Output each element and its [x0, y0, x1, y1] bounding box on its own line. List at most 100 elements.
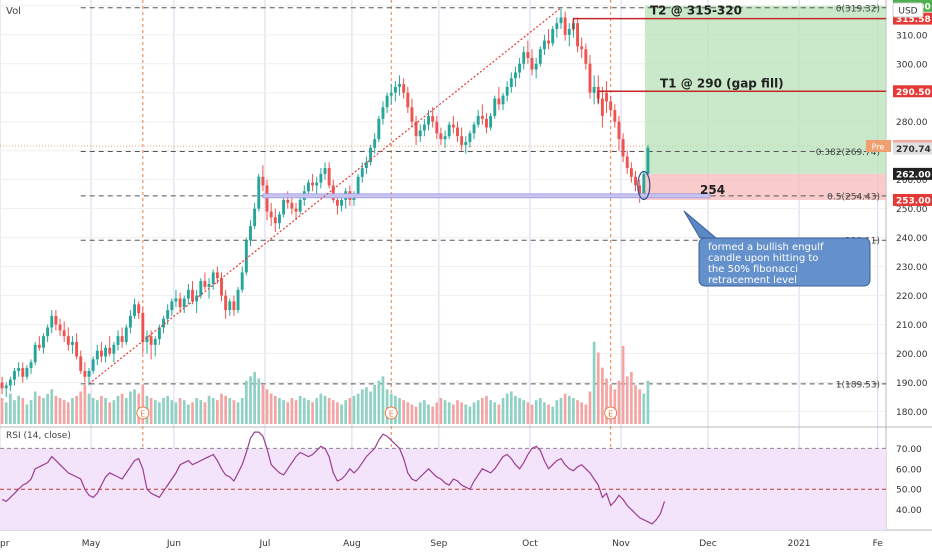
target-label: T1 @ 290 (gap fill)	[660, 76, 784, 90]
candle-body	[427, 115, 430, 125]
volume-bar	[294, 400, 298, 424]
volume-bar	[269, 393, 273, 424]
candle-body	[547, 40, 551, 44]
candle-body	[232, 301, 236, 311]
volume-bar	[236, 402, 240, 424]
volume-bar	[62, 400, 66, 424]
volume-bar	[257, 378, 261, 424]
candle-body	[514, 72, 517, 79]
price-tag[interactable]	[893, 167, 932, 180]
candle-body	[472, 124, 476, 134]
volume-bar	[439, 398, 443, 424]
volume-bar	[381, 376, 385, 424]
candle-body	[116, 336, 120, 345]
volume-bar	[621, 346, 625, 424]
annotation-callout[interactable]: formed a bullish engulf candle upon hitti…	[683, 210, 871, 287]
candle-body	[497, 98, 501, 105]
candle-body	[323, 168, 327, 174]
volume-bar	[543, 402, 546, 424]
x-axis-label: Nov	[612, 539, 630, 549]
candle-body	[642, 173, 646, 195]
volume-bar	[331, 400, 335, 424]
volume-bar	[302, 398, 306, 424]
candle-body	[364, 162, 368, 169]
price-tag[interactable]	[893, 12, 932, 25]
candle-body	[261, 176, 265, 186]
candle-body	[422, 124, 426, 131]
candle-body	[91, 359, 95, 371]
premarket-tag-label: Pre	[872, 142, 885, 151]
volume-bar	[211, 398, 215, 424]
volume-bar	[563, 393, 567, 424]
volume-bar	[203, 402, 207, 424]
volume-bar	[348, 398, 352, 424]
volume-bar	[605, 378, 608, 424]
profit-zone[interactable]	[644, 5, 886, 174]
volume-bar	[216, 400, 219, 424]
candle-body	[580, 46, 584, 50]
volume-bar	[356, 393, 360, 424]
x-axis-label: Jul	[259, 539, 271, 549]
candle-body	[37, 344, 41, 348]
price-tag[interactable]	[893, 142, 932, 155]
volume-bar	[58, 398, 62, 424]
volume-bar	[91, 398, 95, 424]
candle-body	[25, 368, 29, 377]
callout-text: formed a bullish engulf candle upon hitti…	[708, 242, 824, 286]
premarket-tag[interactable]	[866, 139, 891, 152]
volume-bar	[414, 406, 418, 424]
trend-line[interactable]	[88, 7, 562, 385]
volume-bar	[385, 389, 389, 424]
x-axis-label: Dec	[699, 539, 716, 549]
candle-body	[162, 318, 165, 328]
volume-bar	[534, 400, 538, 424]
candle-body	[555, 23, 559, 29]
volume-bar	[468, 406, 472, 424]
candle-body	[468, 133, 472, 142]
volume-bar	[220, 393, 223, 424]
volume-bar	[133, 389, 136, 424]
earnings-marker[interactable]	[604, 406, 618, 420]
volume-bar	[224, 395, 227, 424]
candle-body	[112, 344, 116, 354]
volume-bar	[456, 400, 459, 424]
earnings-marker[interactable]	[136, 406, 150, 420]
volume-bar	[46, 393, 49, 424]
volume-bar	[609, 385, 613, 424]
engulf-highlight[interactable]	[637, 170, 651, 201]
candle-body	[402, 84, 406, 93]
volume-bar	[377, 380, 381, 424]
candle-body	[373, 139, 377, 148]
earnings-marker[interactable]	[384, 406, 398, 420]
candle-body	[33, 344, 37, 363]
volume-bar	[75, 395, 78, 424]
volume-bar	[559, 398, 563, 424]
candle-body	[265, 185, 269, 212]
volume-bar	[182, 400, 186, 424]
y-tick-label: 210.00	[896, 321, 928, 331]
volume-bar	[427, 404, 430, 424]
candle-body	[71, 341, 74, 345]
support-zone[interactable]	[262, 193, 711, 199]
drawings[interactable]: E E E T2 @ 315-320 T1 @ 290 (gap fill) 254 for…	[88, 4, 886, 420]
volume-bar	[29, 400, 33, 424]
candle-body	[584, 49, 588, 64]
candle-body	[75, 341, 79, 357]
candle-body	[149, 336, 153, 345]
x-axis-label: pr	[0, 539, 10, 549]
volume-bar	[178, 398, 182, 424]
long-position-box[interactable]	[644, 5, 886, 200]
volume-bar	[613, 389, 617, 424]
volume-bar	[0, 398, 4, 424]
price-tag[interactable]	[893, 193, 932, 206]
candle-body	[542, 40, 546, 50]
currency-badge[interactable]: USD	[892, 2, 924, 18]
candle-body	[120, 336, 124, 342]
price-tag[interactable]	[893, 85, 932, 98]
volume-bar	[37, 395, 41, 424]
volume-bar	[195, 398, 199, 424]
candle-body	[4, 385, 8, 389]
candle-body	[406, 92, 410, 108]
candle-body	[182, 298, 186, 308]
